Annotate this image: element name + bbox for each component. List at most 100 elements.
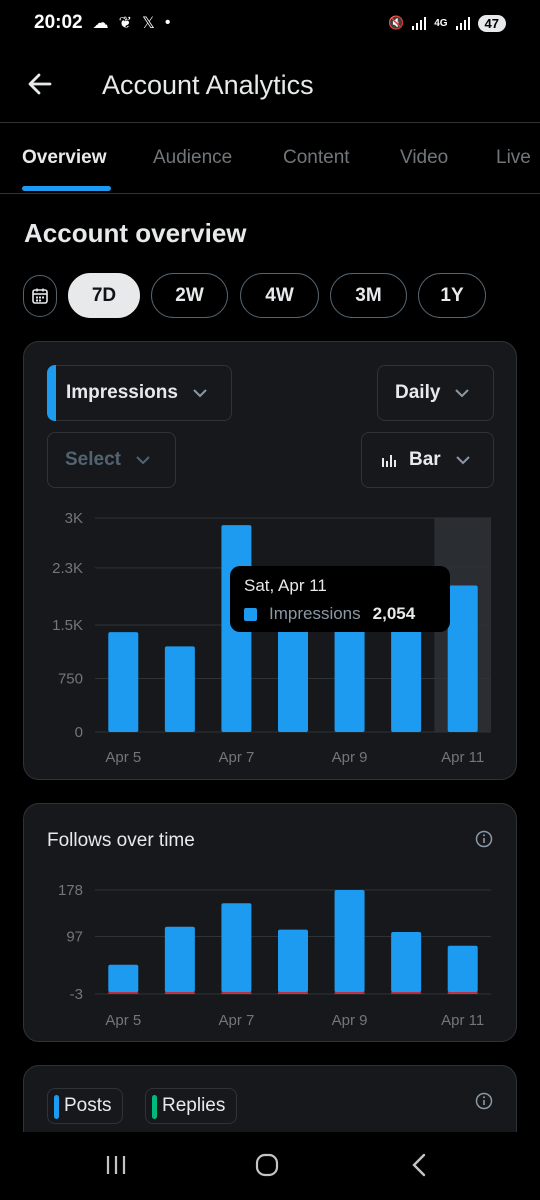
unfollows-bar <box>447 992 478 994</box>
tooltip-date: Sat, Apr 11 <box>244 576 327 595</box>
calendar-icon <box>32 288 48 304</box>
legend-replies[interactable]: Replies <box>145 1088 237 1124</box>
posts-swatch <box>54 1095 59 1119</box>
dot-icon: • <box>164 14 171 31</box>
impressions-bar <box>334 621 365 732</box>
active-tab-indicator <box>22 186 111 191</box>
x-tick-label: Apr 5 <box>105 749 141 766</box>
follows-bar <box>391 931 422 993</box>
tab-audience[interactable]: Audience <box>153 147 233 168</box>
info-icon[interactable] <box>475 830 493 848</box>
x-tick-label: Apr 7 <box>218 749 254 766</box>
impressions-bar <box>108 632 139 732</box>
tab-bar: Overview Audience Content Video Live <box>0 122 540 194</box>
impressions-bar <box>164 646 195 732</box>
legend-replies-label: Replies <box>162 1095 226 1116</box>
y-tick-label: 3K <box>65 510 83 527</box>
replies-swatch <box>152 1095 157 1119</box>
status-time: 20:02 <box>34 12 83 33</box>
tooltip-value: 2,054 <box>372 604 416 623</box>
follows-bar <box>447 945 478 993</box>
follows-bar <box>334 890 365 993</box>
chevron-down-icon <box>193 389 207 398</box>
signal-icon <box>412 16 427 30</box>
tooltip-swatch <box>244 607 257 621</box>
status-bar: 20:02 ☁ ❦ 𝕏 • 🔇 4G 47 <box>0 0 540 46</box>
tab-overview[interactable]: Overview <box>22 147 107 168</box>
tooltip-series: Impressions <box>269 604 361 623</box>
y-tick-label: 750 <box>58 671 83 688</box>
impressions-bar <box>447 585 478 732</box>
back-arrow-icon[interactable] <box>24 68 56 100</box>
y-tick-label: 0 <box>75 724 83 741</box>
mute-icon: 🔇 <box>388 15 405 30</box>
x-tick-label: Apr 11 <box>441 749 484 766</box>
chevron-down-icon <box>136 456 150 465</box>
follows-card-title: Follows over time <box>47 830 195 851</box>
charttype-dropdown[interactable]: Bar <box>361 432 494 488</box>
unfollows-bar <box>334 992 365 994</box>
impressions-bar <box>278 617 308 732</box>
range-4w-button[interactable]: 4W <box>240 273 319 318</box>
follows-bar <box>221 903 252 993</box>
follows-bar <box>108 964 139 993</box>
battery-indicator: 47 <box>477 14 506 32</box>
x-tick-label: Apr 9 <box>332 1012 368 1029</box>
impressions-bar <box>391 625 422 732</box>
range-2w-button[interactable]: 2W <box>151 273 228 318</box>
home-icon[interactable] <box>247 1150 287 1180</box>
metric-color-accent <box>47 365 56 421</box>
legend-posts-label: Posts <box>64 1095 112 1116</box>
y-tick-label: -3 <box>70 986 83 1003</box>
x-logo-icon: 𝕏 <box>142 15 155 32</box>
metric-dropdown-label: Impressions <box>66 382 178 403</box>
interval-dropdown-label: Daily <box>395 382 441 403</box>
follows-bar <box>164 926 195 993</box>
interval-dropdown[interactable]: Daily <box>377 365 494 421</box>
recent-apps-icon[interactable] <box>96 1150 136 1180</box>
unfollows-bar <box>108 992 139 994</box>
calendar-button[interactable] <box>23 275 57 317</box>
range-7d-button[interactable]: 7D <box>68 273 140 318</box>
x-tick-label: Apr 7 <box>218 1012 254 1029</box>
range-3m-button[interactable]: 3M <box>330 273 407 318</box>
signal-icon-2 <box>455 16 470 30</box>
bar-chart-icon <box>382 455 396 467</box>
chevron-down-icon <box>455 389 470 398</box>
impressions-chart[interactable]: 0 750 1.5K 2.3K 3K Apr 5 Apr 7 Apr 9 Apr 11 <box>24 502 517 780</box>
info-icon[interactable] <box>475 1092 493 1110</box>
x-tick-label: Apr 11 <box>441 1012 484 1029</box>
legend-posts[interactable]: Posts <box>47 1088 123 1124</box>
unfollows-bar <box>221 992 252 994</box>
follows-bar <box>278 929 308 993</box>
charttype-dropdown-label: Bar <box>409 449 441 470</box>
section-title: Account overview <box>24 218 247 248</box>
back-nav-icon[interactable] <box>399 1150 439 1180</box>
follows-card: Follows over time -3 97 178 Apr 5 Apr 7 Apr 9… <box>23 803 517 1042</box>
y-tick-label: 2.3K <box>52 560 83 577</box>
impressions-card: Impressions Daily Select Bar 0 750 1.5K 2.3… <box>23 341 517 780</box>
tab-video[interactable]: Video <box>400 147 449 168</box>
follows-chart[interactable]: -3 97 178 Apr 5 Apr 7 Apr 9 Apr 11 <box>24 876 517 1036</box>
unfollows-bar <box>278 992 308 994</box>
x-tick-label: Apr 5 <box>105 1012 141 1029</box>
y-tick-label: 178 <box>58 882 83 899</box>
unfollows-bar <box>164 992 195 994</box>
metric-dropdown[interactable]: Impressions <box>47 365 232 421</box>
page-title: Account Analytics <box>102 70 314 100</box>
y-tick-label: 97 <box>66 929 83 946</box>
x-tick-label: Apr 9 <box>332 749 368 766</box>
chevron-down-icon <box>455 456 470 465</box>
chart-tooltip: Sat, Apr 11 Impressions 2,054 <box>230 566 450 632</box>
system-nav-bar <box>0 1132 540 1200</box>
range-1y-button[interactable]: 1Y <box>418 273 486 318</box>
tab-live[interactable]: Live <box>496 147 531 168</box>
unfollows-bar <box>391 992 422 994</box>
compare-dropdown-placeholder: Select <box>65 449 121 470</box>
y-tick-label: 1.5K <box>52 617 83 634</box>
leaf-icon: ❦ <box>118 15 133 32</box>
tab-content[interactable]: Content <box>283 147 350 168</box>
app-header: Account Analytics <box>0 46 540 122</box>
cloud-icon: ☁ <box>92 15 109 32</box>
compare-dropdown[interactable]: Select <box>47 432 176 488</box>
